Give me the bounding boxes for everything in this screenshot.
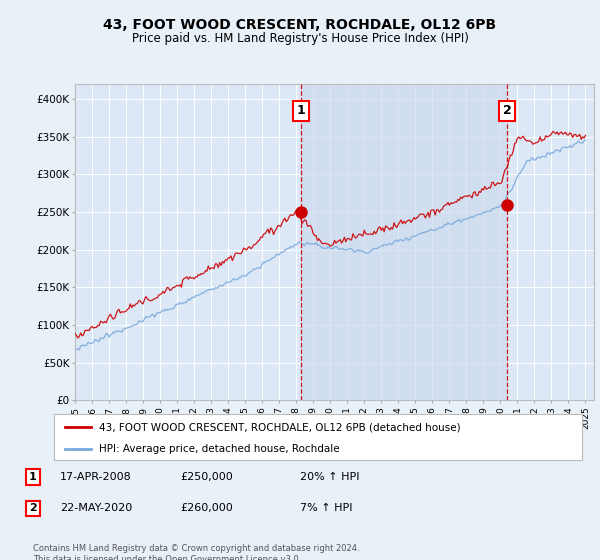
- Bar: [301, 84, 507, 400]
- Text: 2: 2: [29, 503, 37, 514]
- Text: 20% ↑ HPI: 20% ↑ HPI: [300, 472, 359, 482]
- Text: Contains HM Land Registry data © Crown copyright and database right 2024.
This d: Contains HM Land Registry data © Crown c…: [33, 544, 359, 560]
- Text: 1: 1: [29, 472, 37, 482]
- Text: 43, FOOT WOOD CRESCENT, ROCHDALE, OL12 6PB (detached house): 43, FOOT WOOD CRESCENT, ROCHDALE, OL12 6…: [99, 422, 461, 432]
- Text: 1: 1: [297, 104, 305, 118]
- Text: Price paid vs. HM Land Registry's House Price Index (HPI): Price paid vs. HM Land Registry's House …: [131, 32, 469, 45]
- Text: 2: 2: [503, 104, 511, 118]
- Text: 43, FOOT WOOD CRESCENT, ROCHDALE, OL12 6PB: 43, FOOT WOOD CRESCENT, ROCHDALE, OL12 6…: [103, 18, 497, 32]
- Text: £250,000: £250,000: [180, 472, 233, 482]
- Text: 22-MAY-2020: 22-MAY-2020: [60, 503, 132, 514]
- Text: 7% ↑ HPI: 7% ↑ HPI: [300, 503, 353, 514]
- Text: £260,000: £260,000: [180, 503, 233, 514]
- Text: HPI: Average price, detached house, Rochdale: HPI: Average price, detached house, Roch…: [99, 444, 340, 454]
- Text: 17-APR-2008: 17-APR-2008: [60, 472, 132, 482]
